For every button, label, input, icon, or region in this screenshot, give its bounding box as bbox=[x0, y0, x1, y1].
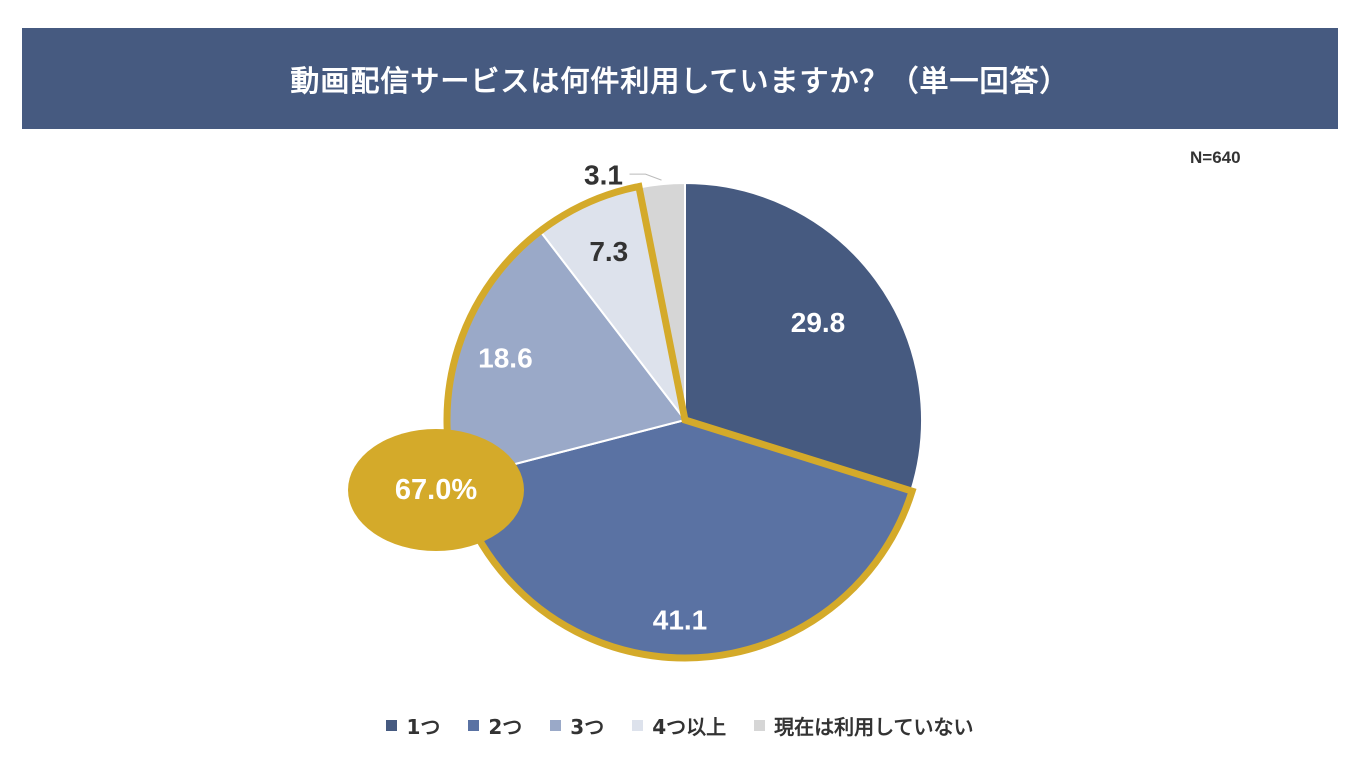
legend-swatch-4 bbox=[632, 720, 644, 731]
chart-legend: 1つ 2つ 3つ 4つ以上 現在は利用していない bbox=[0, 711, 1360, 740]
pie-slice-1 bbox=[684, 181, 923, 493]
legend-item-3: 3つ bbox=[550, 711, 604, 740]
chart-title: 動画配信サービスは何件利用していますか？（単一回答） bbox=[290, 63, 1070, 98]
legend-swatch-5 bbox=[754, 720, 766, 731]
legend-label-1: 1つ bbox=[406, 715, 441, 739]
pie-chart: 29.8 41.1 18.6 7.3 3.1 67.0% bbox=[348, 160, 923, 662]
legend-label-3: 3つ bbox=[570, 715, 605, 739]
highlight-outline bbox=[443, 182, 917, 662]
leader-line-5 bbox=[629, 173, 662, 181]
legend-label-5: 現在は利用していない bbox=[774, 715, 974, 739]
value-label-1: 29.8 bbox=[791, 307, 846, 338]
legend-item-1: 1つ bbox=[386, 711, 440, 740]
chart-title-bar: 動画配信サービスは何件利用していますか？（単一回答） bbox=[22, 28, 1338, 129]
value-label-3: 18.6 bbox=[478, 343, 533, 374]
legend-swatch-3 bbox=[550, 720, 562, 731]
legend-label-2: 2つ bbox=[488, 715, 523, 739]
value-label-2: 41.1 bbox=[653, 604, 708, 635]
legend-item-2: 2つ bbox=[468, 711, 522, 740]
value-label-4: 7.3 bbox=[589, 236, 628, 267]
legend-swatch-1 bbox=[386, 720, 398, 731]
legend-swatch-2 bbox=[468, 720, 480, 731]
sample-size-label: N=640 bbox=[1190, 148, 1241, 167]
highlight-callout-bubble bbox=[348, 429, 524, 551]
highlight-callout-label: 67.0% bbox=[395, 474, 477, 506]
legend-label-4: 4つ以上 bbox=[652, 715, 727, 739]
legend-item-4: 4つ以上 bbox=[632, 711, 726, 740]
value-label-5: 3.1 bbox=[584, 160, 623, 191]
legend-item-5: 現在は利用していない bbox=[754, 711, 974, 740]
